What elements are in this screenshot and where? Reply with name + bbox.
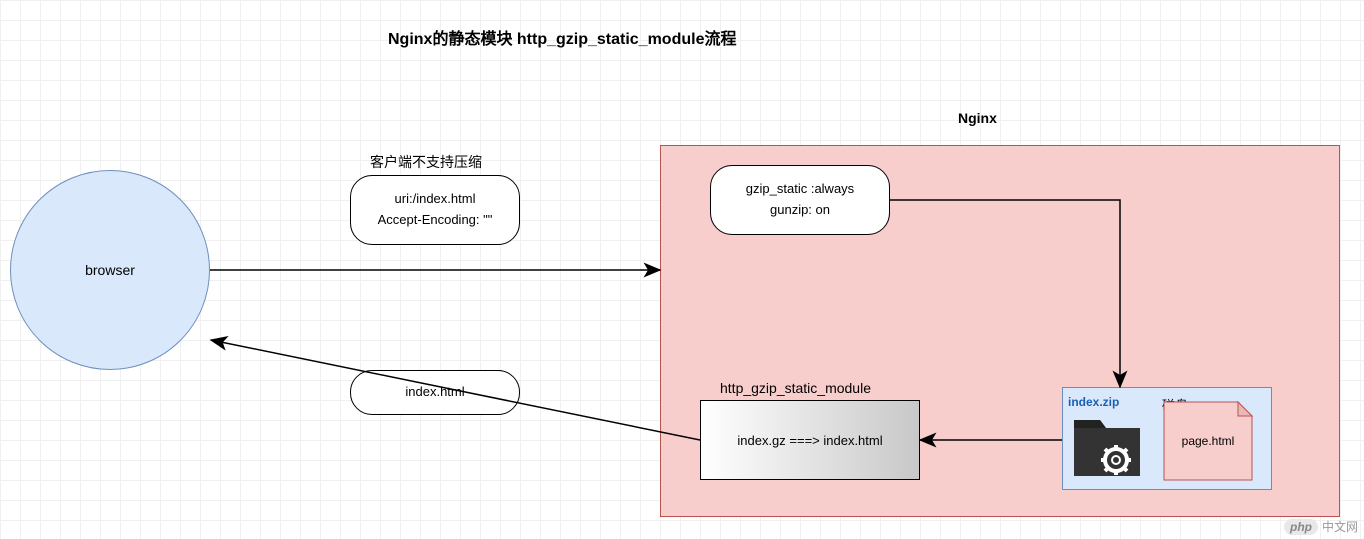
client-no-compress-label: 客户端不支持压缩 <box>370 152 482 172</box>
index-zip-label: index.zip <box>1068 395 1119 409</box>
config-gzip-static: gzip_static :always <box>746 179 854 200</box>
config-gunzip: gunzip: on <box>770 200 830 221</box>
request-uri: uri:/index.html <box>395 189 476 210</box>
page-label: page.html <box>1162 400 1254 482</box>
request-encoding: Accept-Encoding: "" <box>378 210 493 231</box>
request-box: uri:/index.html Accept-Encoding: "" <box>350 175 520 245</box>
browser-node: browser <box>10 170 210 370</box>
folder-icon <box>1072 410 1144 480</box>
config-box: gzip_static :always gunzip: on <box>710 165 890 235</box>
module-box: index.gz ===> index.html <box>700 400 920 480</box>
watermark-text: 中文网 <box>1322 518 1358 535</box>
nginx-label: Nginx <box>958 110 997 126</box>
page-icon: page.html <box>1162 400 1254 482</box>
response-text: index.html <box>405 382 464 403</box>
module-text: index.gz ===> index.html <box>737 433 882 448</box>
response-box: index.html <box>350 370 520 415</box>
diagram-title: Nginx的静态模块 http_gzip_static_module流程 <box>388 25 736 49</box>
watermark-php: php <box>1284 519 1318 535</box>
browser-label: browser <box>85 262 135 278</box>
module-label: http_gzip_static_module <box>720 380 871 396</box>
diagram-canvas: Nginx的静态模块 http_gzip_static_module流程 Ngi… <box>0 0 1364 539</box>
watermark: php 中文网 <box>1284 518 1358 535</box>
